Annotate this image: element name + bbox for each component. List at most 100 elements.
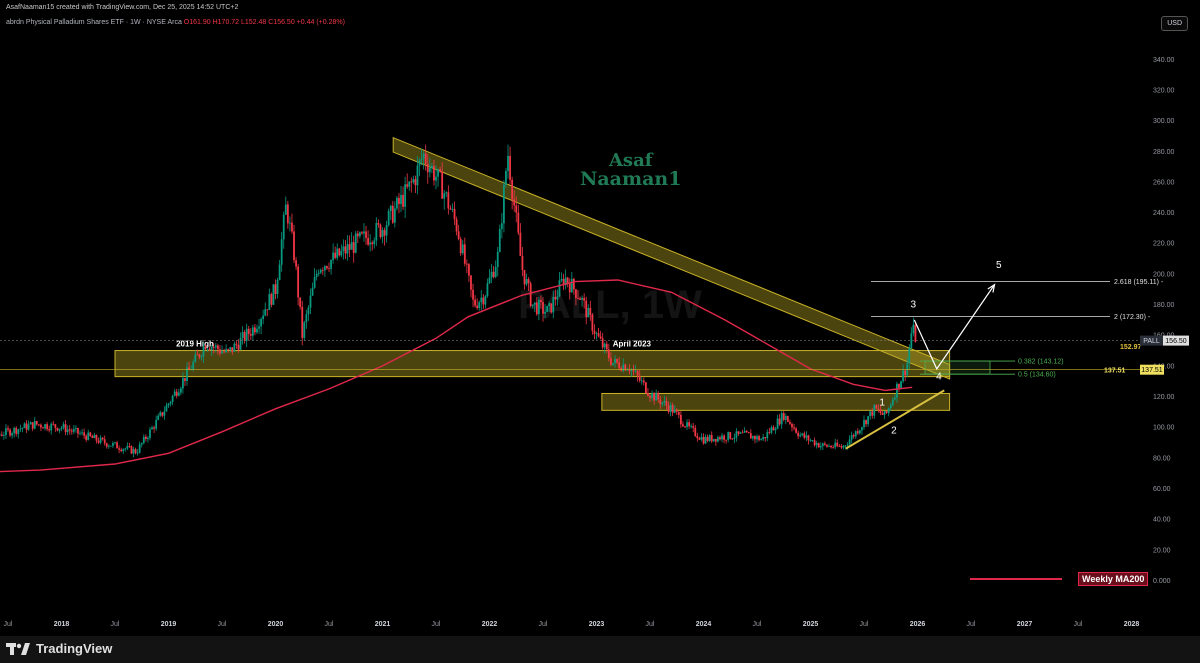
- x-tick-label: 2027: [1017, 621, 1033, 628]
- candle-body: [50, 423, 53, 431]
- logo-line-1: Asaf: [608, 150, 653, 171]
- candle-body: [540, 299, 542, 303]
- candle-body: [52, 423, 55, 425]
- candle-body: [186, 367, 188, 381]
- candle-body: [558, 280, 561, 297]
- support-zone: [114, 350, 951, 378]
- candle-body: [463, 244, 466, 264]
- candle-body: [264, 309, 267, 316]
- candle-body: [550, 303, 553, 313]
- candle-body: [112, 443, 114, 446]
- candle-body: [684, 426, 686, 428]
- candle-body: [260, 319, 262, 327]
- candle-body: [416, 165, 419, 186]
- candle-body: [402, 194, 404, 207]
- candle-body: [696, 435, 699, 439]
- candle-body: [414, 179, 417, 186]
- candle-body: [422, 153, 425, 159]
- candle-body: [863, 420, 865, 428]
- candle-body: [430, 166, 433, 168]
- candle-body: [342, 246, 345, 251]
- candle-body: [762, 437, 765, 440]
- instrument-legend: abrdn Physical Palladium Shares ETF · 1W…: [6, 19, 345, 26]
- candle-body: [192, 361, 195, 370]
- candle-body: [410, 181, 413, 183]
- candle-body: [132, 449, 135, 454]
- candle-body: [723, 435, 725, 440]
- ticker-tag: [1140, 335, 1163, 346]
- candle-body: [700, 436, 703, 440]
- candle-body: [338, 248, 341, 256]
- author-logo: Asaf Naaman1: [580, 150, 681, 189]
- x-tick-label: 2025: [803, 621, 819, 628]
- candle-body: [819, 446, 822, 448]
- candle-body: [468, 264, 470, 276]
- candle-body: [451, 208, 454, 210]
- candle-body: [400, 194, 402, 205]
- candle-body: [29, 422, 32, 425]
- candle-body: [601, 338, 604, 348]
- candle-body: [513, 199, 516, 206]
- wave-arrow-head: [987, 283, 996, 293]
- candle-body: [786, 415, 789, 422]
- y-tick-label: 320.00: [1153, 87, 1175, 94]
- candle-body: [519, 232, 522, 256]
- wave-label: 4: [936, 372, 942, 383]
- y-tick-label: 80.00: [1153, 455, 1171, 462]
- x-tick-label: 2024: [696, 621, 712, 628]
- candle-body: [299, 297, 302, 307]
- candle-body: [461, 244, 464, 254]
- x-tick-label: 2022: [482, 621, 498, 628]
- candle-body: [441, 171, 444, 199]
- candle-body: [291, 222, 293, 232]
- candle-body: [233, 343, 236, 352]
- candle-body: [542, 302, 544, 314]
- candle-body: [848, 439, 851, 445]
- candle-body: [733, 437, 736, 439]
- candle-body: [406, 184, 409, 187]
- candle-body: [758, 436, 760, 441]
- candle-body: [44, 424, 46, 429]
- candle-body: [682, 424, 684, 427]
- ma-legend-line: [970, 578, 1062, 580]
- candle-body: [630, 369, 633, 371]
- candle-body: [196, 354, 199, 356]
- candle-body: [686, 422, 688, 427]
- x-tick-label: Jul: [860, 621, 869, 628]
- candle-body: [710, 435, 713, 442]
- candle-body: [391, 205, 394, 223]
- candle-body: [445, 192, 448, 194]
- x-tick-label: 2018: [54, 621, 70, 628]
- ma-legend-label: Weekly MA200: [1078, 572, 1149, 586]
- candle-body: [412, 179, 415, 183]
- level-price-tag: [1140, 364, 1164, 375]
- candle-body: [54, 424, 57, 428]
- candle-body: [828, 445, 830, 447]
- candle-body: [626, 369, 629, 371]
- candle-body: [721, 435, 723, 440]
- candle-body: [587, 307, 590, 318]
- candle-body: [756, 436, 758, 440]
- candle-body: [521, 255, 524, 270]
- candle-body: [383, 230, 386, 236]
- x-tick-label: Jul: [753, 621, 762, 628]
- candle-body: [134, 449, 137, 454]
- candle-body: [671, 405, 674, 413]
- candle-body: [457, 231, 460, 239]
- candle-body: [896, 383, 898, 398]
- candle-body: [893, 397, 896, 400]
- tradingview-logo[interactable]: TradingView: [6, 641, 112, 656]
- candle-body: [731, 438, 734, 440]
- x-tick-label: Jul: [539, 621, 548, 628]
- candle-body: [408, 181, 411, 187]
- candle-body: [229, 347, 232, 350]
- candle-body: [478, 302, 481, 309]
- candle-body: [470, 275, 472, 290]
- x-tick-label: Jul: [967, 621, 976, 628]
- currency-button[interactable]: USD: [1161, 16, 1188, 31]
- candle-body: [850, 435, 853, 440]
- x-tick-label: Jul: [4, 621, 13, 628]
- candle-body: [511, 179, 514, 200]
- support-zone: [601, 392, 951, 411]
